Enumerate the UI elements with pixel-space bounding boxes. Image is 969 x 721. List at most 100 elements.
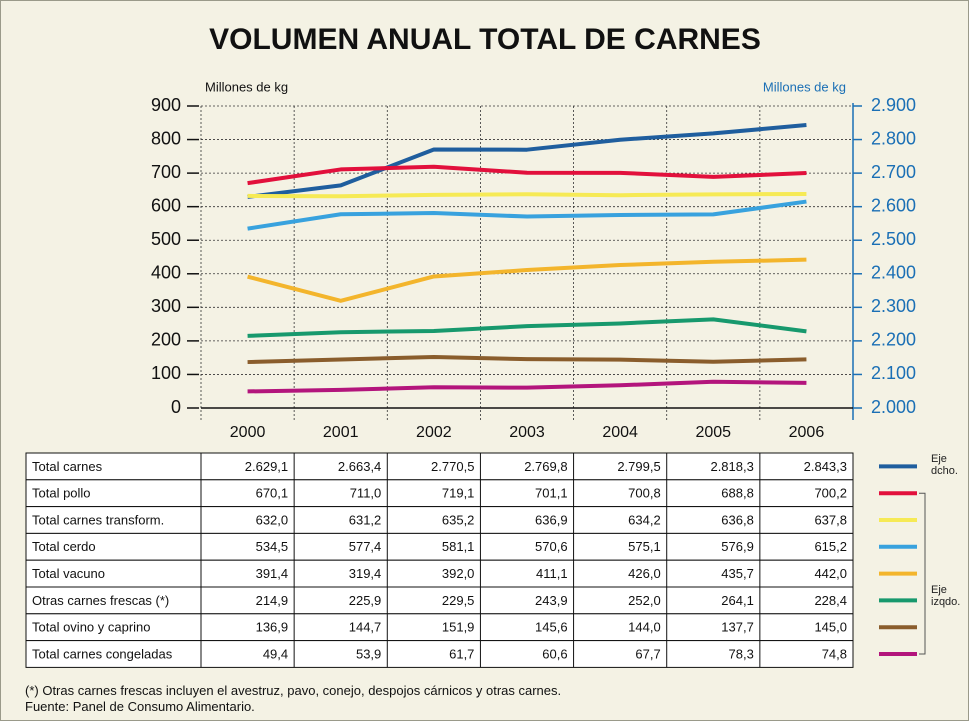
y-tick-label: 800 [151, 128, 181, 148]
row-label: Total ovino y caprino [32, 620, 151, 635]
cell-value: 534,5 [256, 539, 289, 554]
table-row [25, 559, 854, 588]
cell-value: 136,9 [256, 620, 289, 635]
series-line [247, 317, 807, 338]
axis-note: Eje dcho. [931, 453, 958, 477]
x-tick-label: 2005 [695, 424, 731, 441]
y-tick-label: 400 [151, 263, 181, 283]
y2-tick-label: 2.000 [871, 397, 916, 417]
series-line [247, 164, 807, 186]
cell-value: 719,1 [442, 486, 475, 501]
cell-value: 144,7 [349, 620, 382, 635]
y2-tick-label: 2.200 [871, 330, 916, 350]
cell-value: 711,0 [350, 486, 382, 501]
cell-value: 636,9 [535, 512, 568, 527]
cell-value: 635,2 [442, 512, 475, 527]
axis-note: Eje izqdo. [931, 584, 961, 608]
table-row [25, 613, 854, 642]
cell-value: 631,2 [349, 512, 382, 527]
y2-tick-label: 2.800 [871, 128, 916, 148]
cell-value: 435,7 [721, 566, 754, 581]
row-label: Total carnes [32, 459, 103, 474]
y2-tick-label: 2.900 [871, 95, 916, 115]
cell-value: 2.769,8 [524, 459, 567, 474]
cell-value: 53,9 [356, 646, 381, 661]
cell-value: 700,2 [814, 486, 847, 501]
table-row [25, 586, 854, 615]
series-line [247, 123, 807, 199]
cell-value: 78,3 [729, 646, 754, 661]
table-row [25, 479, 854, 508]
y-tick-label: 500 [151, 229, 181, 249]
cell-value: 144,0 [628, 620, 661, 635]
cell-value: 74,8 [822, 646, 847, 661]
y-tick-label: 100 [151, 363, 181, 383]
cell-value: 67,7 [635, 646, 660, 661]
cell-value: 264,1 [721, 593, 754, 608]
cell-value: 577,4 [349, 539, 382, 554]
cell-value: 49,4 [263, 646, 288, 661]
cell-value: 701,1 [535, 486, 568, 501]
row-label: Total cerdo [32, 539, 96, 554]
y-tick-label: 600 [151, 195, 181, 215]
table-row [25, 452, 854, 481]
row-label: Total vacuno [32, 566, 105, 581]
row-label: Total pollo [32, 486, 91, 501]
cell-value: 214,9 [256, 593, 289, 608]
y2-tick-label: 2.600 [871, 195, 916, 215]
x-tick-label: 2001 [323, 424, 359, 441]
cell-value: 570,6 [535, 539, 568, 554]
cell-value: 2.629,1 [245, 459, 288, 474]
table-row [25, 506, 854, 534]
cell-value: 700,8 [628, 486, 661, 501]
cell-value: 2.663,4 [338, 459, 381, 474]
y-tick-label: 200 [151, 330, 181, 350]
axis-bracket [919, 492, 926, 655]
cell-value: 576,9 [721, 539, 754, 554]
y2-tick-label: 2.300 [871, 296, 916, 316]
y-tick-label: 300 [151, 296, 181, 316]
y-tick-label: 900 [151, 95, 181, 115]
cell-value: 225,9 [349, 593, 382, 608]
cell-value: 670,1 [256, 486, 289, 501]
cell-value: 151,9 [442, 620, 475, 635]
cell-value: 137,7 [721, 620, 754, 635]
cell-value: 426,0 [628, 566, 661, 581]
series-line [247, 355, 807, 365]
x-tick-label: 2006 [789, 424, 825, 441]
y-tick-label: 0 [171, 397, 181, 417]
x-tick-label: 2002 [416, 424, 452, 441]
cell-value: 634,2 [628, 512, 661, 527]
x-tick-label: 2000 [230, 424, 266, 441]
y-axis-label: Millones de kg [205, 79, 288, 94]
cell-value: 319,4 [349, 566, 382, 581]
cell-value: 2.770,5 [431, 459, 474, 474]
series-line [247, 257, 807, 303]
cell-value: 145,6 [535, 620, 568, 635]
cell-value: 632,0 [256, 512, 289, 527]
cell-value: 2.843,3 [804, 459, 847, 474]
cell-value: 229,5 [442, 593, 475, 608]
y2-tick-label: 2.700 [871, 162, 916, 182]
cell-value: 615,2 [814, 539, 847, 554]
row-label: Total carnes congeladas [32, 646, 173, 661]
y2-tick-label: 2.500 [871, 229, 916, 249]
series-line [247, 379, 807, 394]
source: Fuente: Panel de Consumo Alimentario. [25, 699, 255, 714]
cell-value: 252,0 [628, 593, 661, 608]
cell-value: 442,0 [814, 566, 847, 581]
table-row [25, 640, 854, 668]
cell-value: 636,8 [721, 512, 754, 527]
x-tick-label: 2003 [509, 424, 545, 441]
cell-value: 145,0 [814, 620, 847, 635]
cell-value: 228,4 [814, 593, 847, 608]
cell-value: 575,1 [628, 539, 661, 554]
cell-value: 243,9 [535, 593, 568, 608]
series-line [247, 199, 807, 231]
cell-value: 637,8 [814, 512, 847, 527]
cell-value: 60,6 [542, 646, 567, 661]
cell-value: 392,0 [442, 566, 475, 581]
cell-value: 2.799,5 [617, 459, 660, 474]
